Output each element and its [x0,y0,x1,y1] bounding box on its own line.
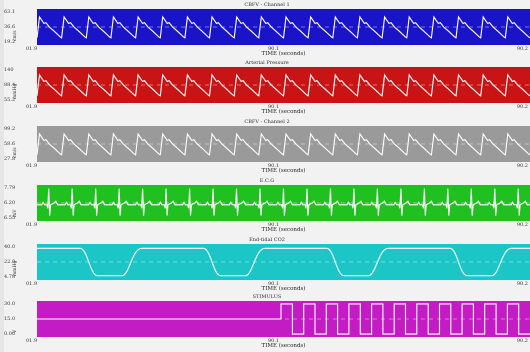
x-tick-label: 90.1 [268,281,280,287]
panel-etco2: End-tidal CO2 40.0 22.0 4.78 mmHg 01.9 90.1 90.… [4,237,530,293]
panel-title: STIMULUS [252,294,282,300]
panel-title: CBFV - Channel 1 [244,2,290,8]
panel-title: E.C.G [259,178,275,184]
y-unit-label: cm/s [13,30,18,41]
x-tick-label: 01.9 [26,46,38,52]
panel-cbfv2: CBFV - Channel 2 99.2 58.6 27.8 cm/s 01.9 90.1… [4,119,530,175]
waveform-svg [37,247,530,277]
y-tick-label: 36.6 [4,24,16,30]
x-tick-label: 90.1 [268,46,280,52]
plot-area [37,67,530,103]
waveform-trace [37,132,530,156]
x-axis-title: TIME (seconds) [261,286,306,292]
y-tick-label: 40.0 [4,244,16,250]
y-tick-label: 30.0 [4,301,16,307]
y-tick-label: 63.1 [4,9,16,15]
waveform-svg [37,73,530,97]
x-tick-label: 90.1 [268,104,280,110]
left-edge [0,0,4,352]
y-tick-label: 140 [4,67,14,73]
x-tick-label: 90.2 [516,222,528,228]
panel-title: CBFV - Channel 2 [244,119,290,125]
waveform-trace [37,188,530,216]
y-tick-label: 27.8 [4,156,16,162]
x-tick-label: 01.9 [26,104,38,110]
y-tick-label: 55.2 [4,97,16,103]
x-axis-title: TIME (seconds) [261,343,306,349]
panel-title: End-tidal CO2 [249,237,285,243]
x-tick-label: 90.2 [516,163,528,169]
y-tick-label: 0.00 [4,331,16,337]
x-tick-label: 01.9 [26,338,38,344]
x-tick-label: 90.2 [516,46,528,52]
waveform-trace [37,303,530,335]
waveform-trace [37,15,530,39]
waveform-svg [37,15,530,39]
x-tick-label: 90.2 [516,338,528,344]
waveform-svg [37,132,530,156]
y-unit-label: cm/s [13,147,18,158]
waveform-trace [37,73,530,97]
y-tick-label: 6.20 [4,200,16,206]
y-tick-label: 15.0 [4,316,16,322]
plot-area [37,9,530,45]
x-tick-label: 01.9 [26,222,38,228]
plot-area [37,126,530,162]
x-axis-title: TIME (seconds) [261,168,306,174]
y-unit-label: V [13,329,18,333]
plot-area [37,185,530,221]
x-tick-label: 90.1 [268,222,280,228]
y-tick-label: 7.79 [4,185,16,191]
panel-title: Arterial Pressure [245,60,289,66]
panel-ecg: E.C.G 7.79 6.20 6.55 mV 01.9 90.1 90.2 TIME (sec… [4,178,530,234]
y-tick-label: 22.0 [4,259,16,265]
x-tick-label: 01.9 [26,163,38,169]
y-unit-label: mmHg [13,260,18,276]
panel-abp: Arterial Pressure 140 88.4 55.2 mmHg 01.9 90.1… [4,60,530,116]
y-tick-label: 19.2 [4,39,16,45]
y-tick-label: 4.78 [4,274,16,280]
x-tick-label: 90.2 [516,104,528,110]
x-axis-title: TIME (seconds) [261,109,306,115]
waveform-svg [37,303,530,335]
panel-stim: STIMULUS 30.0 15.0 0.00 V 01.9 90.1 90.2 TIME (s… [4,294,530,350]
y-tick-label: 99.2 [4,126,16,132]
y-unit-label: mmHg [13,83,18,99]
plot-area [37,244,530,280]
y-unit-label: mV [13,209,18,217]
x-axis-title: TIME (seconds) [261,227,306,233]
x-tick-label: 01.9 [26,281,38,287]
x-tick-label: 90.1 [268,338,280,344]
y-tick-label: 6.55 [4,215,16,221]
waveform-svg [37,188,530,216]
x-tick-label: 90.1 [268,163,280,169]
panel-cbfv1: CBFV - Channel 1 63.1 36.6 19.2 cm/s 01.9 90.1… [4,2,530,58]
x-axis-title: TIME (seconds) [261,51,306,57]
plot-area [37,301,530,337]
waveform-trace [37,247,530,277]
y-tick-label: 58.6 [4,141,16,147]
y-tick-label: 88.4 [4,82,16,88]
x-tick-label: 90.2 [516,281,528,287]
